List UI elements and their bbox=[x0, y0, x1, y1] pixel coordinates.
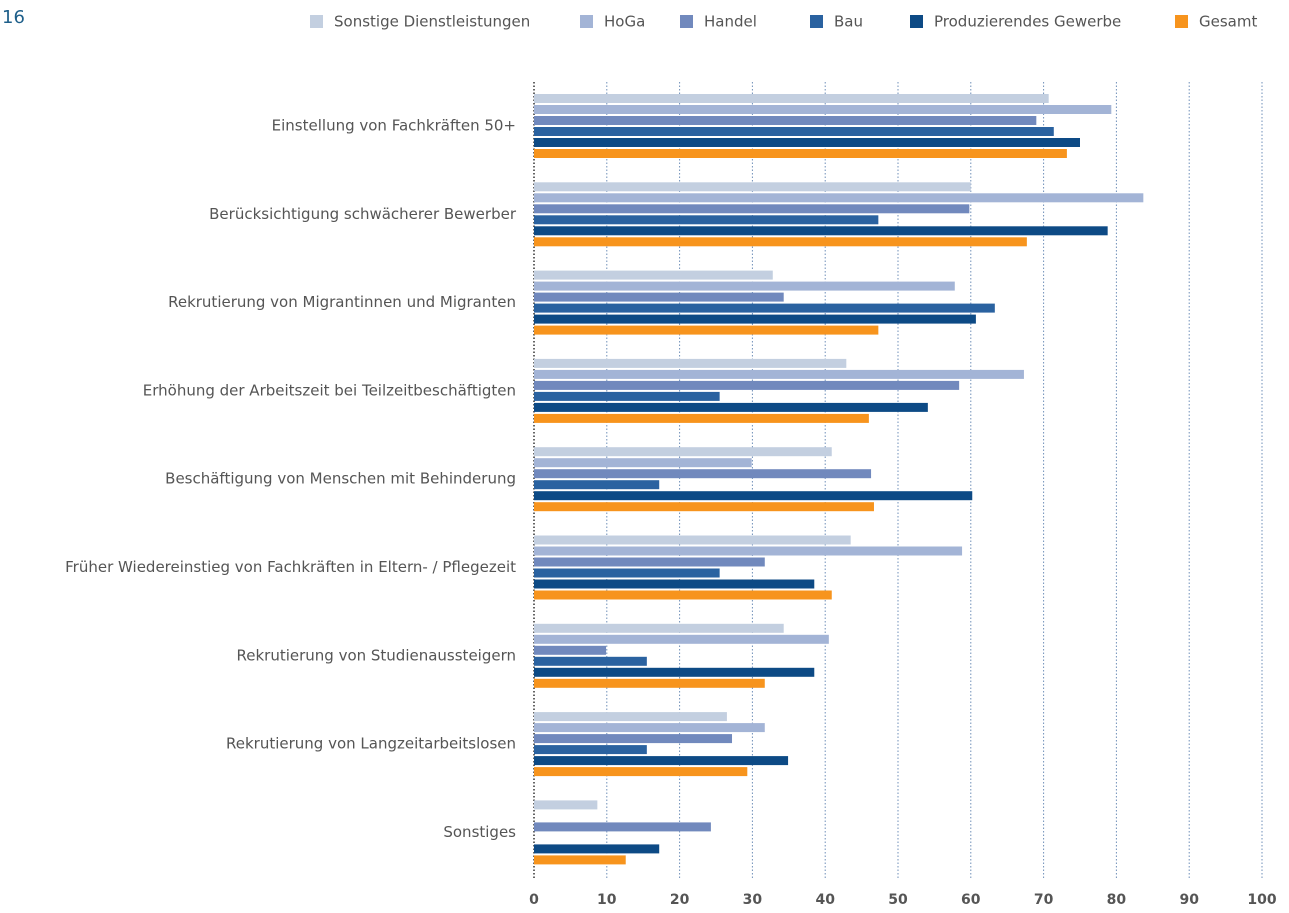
y-tick-label: Beschäftigung von Menschen mit Behinderu… bbox=[165, 470, 516, 488]
x-tick-label: 70 bbox=[1034, 892, 1054, 908]
y-tick-label: Rekrutierung von Langzeitarbeitslosen bbox=[226, 735, 516, 753]
legend-swatch bbox=[580, 15, 593, 28]
bar bbox=[534, 94, 1049, 103]
bar bbox=[534, 568, 720, 578]
bar bbox=[534, 270, 773, 280]
x-tick-label: 40 bbox=[815, 892, 835, 908]
bar bbox=[534, 480, 660, 490]
bar bbox=[534, 756, 789, 766]
bar bbox=[534, 138, 1080, 147]
y-tick-label: Erhöhung der Arbeitszeit bei Teilzeitbes… bbox=[143, 381, 516, 399]
bar bbox=[534, 767, 748, 777]
legend-swatch bbox=[1175, 15, 1188, 28]
bar bbox=[534, 105, 1112, 114]
bar bbox=[534, 844, 660, 854]
bar bbox=[534, 557, 765, 567]
legend-label: HoGa bbox=[604, 13, 645, 31]
x-tick-label: 50 bbox=[888, 892, 908, 908]
bar bbox=[534, 723, 765, 733]
bar bbox=[534, 380, 960, 390]
bar bbox=[534, 469, 872, 479]
bar bbox=[534, 116, 1037, 125]
legend-label: Handel bbox=[704, 13, 757, 31]
legend-label: Sonstige Dienstleistungen bbox=[334, 13, 530, 31]
bar bbox=[534, 325, 879, 335]
bar bbox=[534, 822, 711, 832]
bar bbox=[534, 204, 970, 214]
bar bbox=[534, 281, 955, 291]
y-tick-label: Rekrutierung von Studienaussteigern bbox=[236, 646, 516, 664]
x-tick-label: 80 bbox=[1107, 892, 1127, 908]
bar bbox=[534, 292, 784, 302]
bar bbox=[534, 358, 847, 368]
x-tick-label: 90 bbox=[1179, 892, 1199, 908]
legend-swatch bbox=[810, 15, 823, 28]
bar bbox=[534, 215, 879, 225]
bar bbox=[534, 800, 598, 810]
bar bbox=[534, 502, 874, 512]
legend-swatch bbox=[910, 15, 923, 28]
bar bbox=[534, 193, 1144, 203]
bar bbox=[534, 678, 765, 688]
bar bbox=[534, 226, 1108, 236]
bar bbox=[534, 712, 727, 722]
legend-swatch bbox=[310, 15, 323, 28]
bar bbox=[534, 667, 815, 677]
legend-swatch bbox=[680, 15, 693, 28]
bar bbox=[534, 402, 928, 412]
bar bbox=[534, 458, 752, 468]
y-tick-label: Früher Wiedereinstieg von Fachkräften in… bbox=[65, 558, 516, 576]
bar bbox=[534, 491, 973, 501]
page-number: 16 bbox=[2, 7, 25, 28]
bar bbox=[534, 546, 963, 556]
legend-label: Bau bbox=[834, 13, 863, 31]
x-tick-label: 0 bbox=[529, 892, 539, 908]
bar bbox=[534, 314, 976, 324]
bar bbox=[534, 127, 1054, 136]
bar bbox=[534, 303, 995, 313]
bar bbox=[534, 623, 784, 633]
bar bbox=[534, 447, 832, 457]
y-tick-label: Einstellung von Fachkräften 50+ bbox=[272, 117, 516, 135]
bar bbox=[534, 734, 733, 744]
bar bbox=[534, 237, 1027, 247]
bar bbox=[534, 745, 647, 755]
bar bbox=[534, 590, 832, 600]
y-tick-label: Berücksichtigung schwächerer Bewerber bbox=[209, 205, 517, 223]
legend-label: Produzierendes Gewerbe bbox=[934, 13, 1121, 31]
bar bbox=[534, 369, 1024, 379]
x-tick-label: 10 bbox=[597, 892, 617, 908]
bar bbox=[534, 645, 607, 655]
y-tick-label: Rekrutierung von Migrantinnen und Migran… bbox=[168, 293, 516, 311]
bar bbox=[534, 634, 829, 644]
legend-label: Gesamt bbox=[1199, 13, 1257, 31]
x-tick-label: 100 bbox=[1247, 892, 1276, 908]
x-tick-label: 30 bbox=[743, 892, 763, 908]
bar bbox=[534, 182, 971, 192]
x-tick-label: 20 bbox=[670, 892, 690, 908]
bar bbox=[534, 149, 1067, 158]
bar bbox=[534, 413, 869, 423]
bar bbox=[534, 579, 815, 589]
bar bbox=[534, 656, 647, 666]
y-tick-label: Sonstiges bbox=[443, 823, 516, 841]
bar bbox=[534, 391, 720, 401]
x-tick-label: 60 bbox=[961, 892, 981, 908]
bar bbox=[534, 855, 626, 865]
bar bbox=[534, 535, 851, 545]
